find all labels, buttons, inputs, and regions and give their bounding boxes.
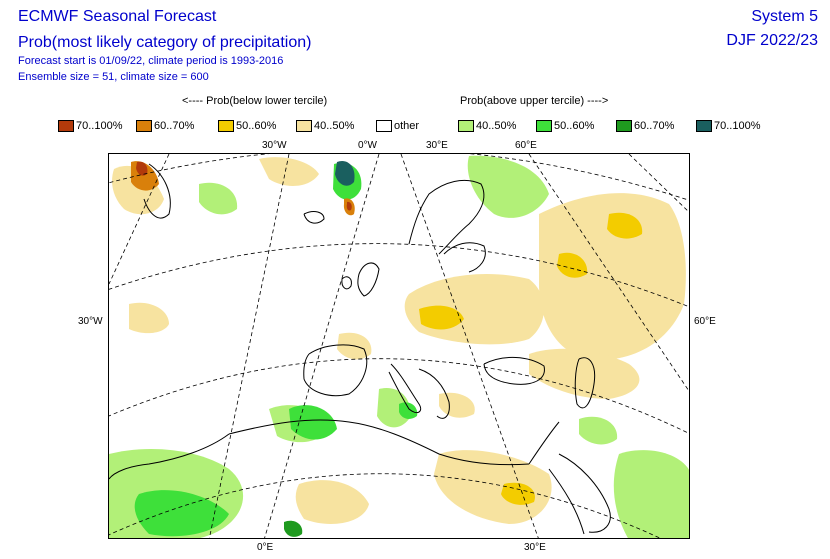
legend-swatch bbox=[536, 120, 552, 132]
legend-swatch bbox=[458, 120, 474, 132]
legend-item-above-60-70: 60..70% bbox=[616, 118, 674, 134]
title-line-1: ECMWF Seasonal Forecast bbox=[18, 8, 217, 25]
region-iceland-sea bbox=[259, 157, 319, 186]
meridian-90e bbox=[628, 154, 689, 213]
region-balkans bbox=[439, 392, 475, 418]
legend-swatch bbox=[58, 120, 74, 132]
legend-item-below-60-70: 60..70% bbox=[136, 118, 194, 134]
lon-label-right-60e: 60°E bbox=[694, 316, 716, 327]
title-line-2: Prob(most likely category of precipitati… bbox=[18, 34, 312, 51]
forecast-map bbox=[108, 153, 690, 539]
below-50-60-regions bbox=[419, 212, 643, 505]
region-russia-east bbox=[539, 193, 686, 360]
legend-label: 60..70% bbox=[634, 120, 675, 132]
legend-item-below-70-100: 70..100% bbox=[58, 118, 122, 134]
legend-label: 40..50% bbox=[314, 120, 355, 132]
legend-swatch bbox=[696, 120, 712, 132]
region-greenland-brown bbox=[136, 161, 148, 176]
legend-label: 70..100% bbox=[76, 120, 123, 132]
meridian-60e bbox=[528, 154, 689, 392]
lon-label-top-0: 0°W bbox=[358, 140, 377, 151]
legend-swatch bbox=[376, 120, 392, 132]
region-north-atlantic bbox=[199, 182, 238, 215]
lon-label-left-30w: 30°W bbox=[78, 316, 103, 327]
season-label: DJF 2022/23 bbox=[726, 32, 818, 49]
region-urals bbox=[607, 212, 643, 239]
coast-balkans bbox=[418, 368, 450, 419]
system-label: System 5 bbox=[751, 8, 818, 25]
coast-west-africa bbox=[109, 433, 230, 480]
region-sahara-west bbox=[134, 490, 229, 537]
region-kazakhstan bbox=[557, 252, 588, 278]
legend: 70..100% 60..70% 50..60% 40..50% other 4… bbox=[58, 118, 818, 134]
forecast-info: Forecast start is 01/09/22, climate peri… bbox=[18, 55, 284, 67]
above-tercile-header: Prob(above upper tercile) ----> bbox=[460, 95, 609, 107]
parallel-2 bbox=[109, 243, 689, 308]
region-caspian bbox=[579, 416, 618, 445]
coastlines bbox=[109, 163, 611, 535]
lon-label-top-30w: 30°W bbox=[262, 140, 287, 151]
lon-label-bottom-30e: 30°E bbox=[524, 542, 546, 553]
coast-levant bbox=[528, 421, 560, 465]
region-norwegian-brown bbox=[346, 201, 352, 211]
region-scandinavia bbox=[467, 155, 549, 218]
coast-scandinavia bbox=[408, 179, 485, 255]
region-north-africa bbox=[434, 450, 552, 524]
region-black-sea bbox=[529, 348, 640, 399]
region-algeria bbox=[289, 405, 337, 440]
legend-label: 50..60% bbox=[236, 120, 277, 132]
region-north-africa-west bbox=[295, 480, 369, 524]
coast-greenland bbox=[143, 163, 171, 219]
coast-red-sea bbox=[548, 468, 585, 535]
region-sahel-east bbox=[613, 450, 689, 538]
region-sahara-dark bbox=[284, 520, 303, 537]
below-high-regions bbox=[131, 161, 355, 216]
legend-item-above-50-60: 50..60% bbox=[536, 118, 594, 134]
legend-swatch bbox=[218, 120, 234, 132]
region-adriatic bbox=[399, 402, 418, 419]
below-tercile-header: <---- Prob(below lower tercile) bbox=[182, 95, 328, 107]
coast-north-africa bbox=[228, 419, 530, 466]
region-turkey-south bbox=[501, 482, 535, 505]
legend-label: 40..50% bbox=[476, 120, 517, 132]
legend-item-above-40-50: 40..50% bbox=[458, 118, 516, 134]
legend-item-below-40-50: 40..50% bbox=[296, 118, 354, 134]
coast-ireland bbox=[341, 276, 352, 290]
region-mid-atlantic bbox=[129, 302, 169, 334]
lon-label-top-30e: 30°E bbox=[426, 140, 448, 151]
legend-label: 60..70% bbox=[154, 120, 195, 132]
graticule bbox=[109, 154, 689, 538]
legend-item-other: other bbox=[376, 118, 419, 134]
region-italy bbox=[377, 388, 410, 428]
meridian-30e bbox=[400, 154, 539, 538]
legend-item-above-70-100: 70..100% bbox=[696, 118, 760, 134]
legend-label: other bbox=[394, 120, 420, 132]
legend-label: 70..100% bbox=[714, 120, 761, 132]
lon-label-top-60e: 60°E bbox=[515, 140, 537, 151]
legend-label: 50..60% bbox=[554, 120, 595, 132]
parallel-4 bbox=[109, 473, 661, 538]
coast-britain bbox=[357, 262, 380, 297]
below-40-50-regions bbox=[112, 157, 686, 524]
meridian-60w bbox=[109, 154, 170, 285]
coast-italy bbox=[388, 363, 422, 414]
region-iceland-teal bbox=[335, 160, 355, 186]
region-ukraine bbox=[419, 305, 464, 330]
meridian-30w bbox=[209, 154, 290, 538]
legend-item-below-50-60: 50..60% bbox=[218, 118, 276, 134]
parallel-3 bbox=[109, 358, 689, 434]
lon-label-bottom-0: 0°E bbox=[257, 542, 274, 553]
legend-swatch bbox=[616, 120, 632, 132]
parallel-1 bbox=[109, 154, 689, 201]
legend-swatch bbox=[296, 120, 312, 132]
coast-iceland bbox=[303, 211, 325, 224]
legend-swatch bbox=[136, 120, 152, 132]
map-canvas bbox=[109, 154, 689, 538]
coast-caspian bbox=[574, 357, 596, 409]
coast-arabia bbox=[558, 453, 611, 533]
coast-black-sea bbox=[483, 356, 545, 385]
coast-iberia bbox=[303, 344, 368, 397]
ensemble-info: Ensemble size = 51, climate size = 600 bbox=[18, 71, 209, 83]
coast-baltic bbox=[443, 242, 486, 273]
